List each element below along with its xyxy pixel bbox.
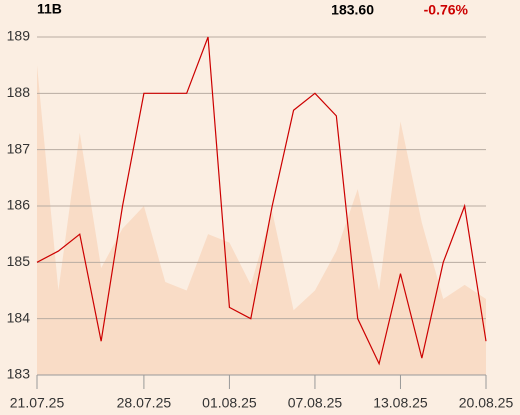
y-tick-label: 187: [7, 140, 31, 156]
price-line: [36, 36, 487, 366]
y-tick-label: 183: [7, 366, 31, 382]
y-tick-label: 185: [7, 253, 31, 269]
change: -0.76%: [424, 2, 469, 18]
chart-title: 11B: [37, 1, 62, 17]
y-tick-label: 189: [7, 28, 31, 44]
x-tick-label: 13.08.25: [373, 395, 428, 411]
x-tick-label: 01.08.25: [202, 395, 257, 411]
x-tick-label: 28.07.25: [117, 395, 172, 411]
x-tick-label: 21.07.25: [10, 395, 65, 411]
y-tick-label: 184: [7, 309, 31, 325]
x-tick-label: 20.08.25: [459, 395, 514, 411]
y-tick-label: 186: [7, 197, 31, 213]
x-tick-label: 07.08.25: [288, 395, 343, 411]
y-tick-label: 188: [7, 84, 31, 100]
last-price: 183.60: [331, 2, 374, 18]
area: [37, 65, 486, 376]
